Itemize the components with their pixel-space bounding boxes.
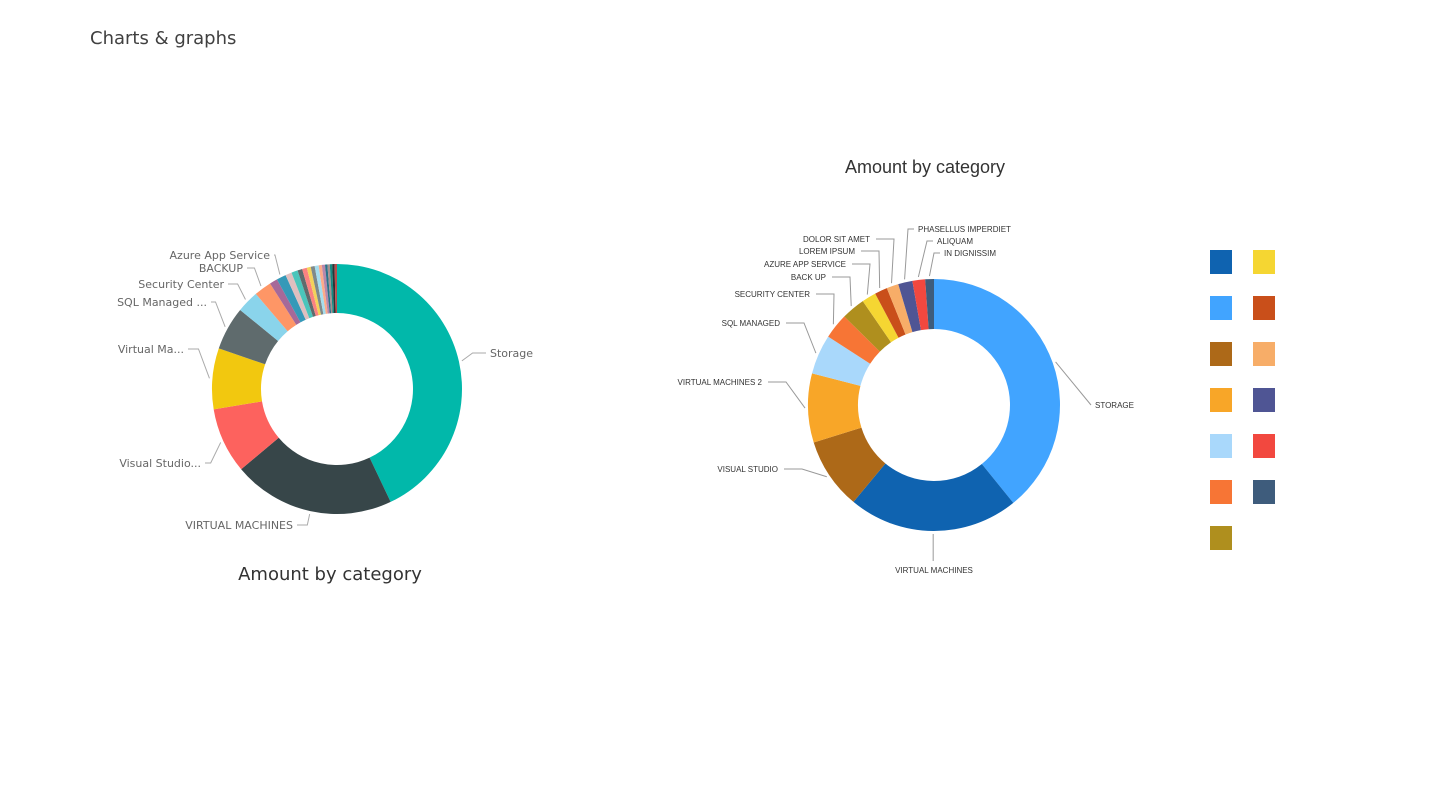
- left-leader-line: [274, 254, 281, 275]
- right-slice-label: IN DIGNISSIM: [944, 249, 996, 258]
- left-leader-line: [188, 348, 210, 379]
- left-slice-15[interactable]: [314, 265, 326, 315]
- right-leader-line: [784, 468, 827, 478]
- right-slice-label: SECURITY CENTER: [735, 290, 811, 299]
- right-slice-10[interactable]: [898, 280, 921, 333]
- right-leader-line: [917, 240, 933, 278]
- left-slice-0[interactable]: [337, 264, 462, 502]
- left-leader-line: [228, 283, 246, 300]
- right-leader-line: [768, 381, 806, 409]
- left-leader-line: [211, 301, 226, 327]
- left-slice-21[interactable]: [332, 264, 336, 314]
- left-chart-title: Amount by category: [238, 564, 422, 585]
- left-slice-label: Storage: [490, 347, 533, 360]
- right-slice-label: AZURE APP SERVICE: [764, 260, 846, 269]
- right-slice-label: VIRTUAL MACHINES 2: [678, 378, 763, 387]
- legend-swatch[interactable]: [1210, 480, 1232, 504]
- left-leader-line: [205, 442, 222, 464]
- right-legend: [1210, 250, 1275, 550]
- legend-swatch[interactable]: [1253, 480, 1275, 504]
- left-leader-line: [297, 513, 311, 526]
- right-slice-label: SQL MANAGED: [722, 319, 781, 328]
- left-slice-label: Azure App Service: [170, 249, 271, 262]
- left-slice-8[interactable]: [276, 275, 306, 323]
- right-slice-6[interactable]: [844, 301, 892, 352]
- right-chart-title: Amount by category: [844, 157, 1006, 177]
- legend-swatch[interactable]: [1253, 342, 1275, 366]
- right-slice-7[interactable]: [862, 293, 899, 343]
- left-slice-label: Virtual Ma...: [118, 343, 184, 356]
- right-slice-label: VISUAL STUDIO: [717, 465, 778, 474]
- right-slice-label: BACK UP: [791, 273, 826, 282]
- right-leader-line: [928, 252, 940, 277]
- left-slice-9[interactable]: [285, 272, 310, 320]
- right-slice-label: VIRTUAL MACHINES: [895, 566, 973, 575]
- left-slice-label: BACKUP: [199, 262, 244, 275]
- right-slice-11[interactable]: [912, 279, 929, 331]
- right-donut-labels: STORAGE VIRTUAL MACHINES VISUAL STUDIO VIRT…: [678, 225, 1134, 575]
- left-slice-17[interactable]: [321, 264, 330, 314]
- right-slice-label: ALIQUAM: [937, 237, 973, 246]
- right-slice-label: STORAGE: [1095, 401, 1134, 410]
- left-slice-5[interactable]: [240, 293, 288, 341]
- right-leader-line: [1055, 361, 1092, 406]
- left-slice-18[interactable]: [324, 264, 332, 314]
- right-slice-2[interactable]: [813, 427, 886, 502]
- left-slice-1[interactable]: [241, 437, 391, 514]
- right-slice-label: LOREM IPSUM: [799, 247, 855, 256]
- left-slice-20[interactable]: [329, 264, 335, 314]
- right-slice-4[interactable]: [812, 336, 871, 386]
- right-leader-line: [876, 238, 895, 284]
- right-slice-8[interactable]: [875, 288, 906, 338]
- left-donut-labels: Storage VIRTUAL MACHINES Visual Studio... V…: [117, 249, 533, 532]
- legend-swatch[interactable]: [1210, 388, 1232, 412]
- left-slice-2[interactable]: [213, 401, 279, 470]
- left-slice-11[interactable]: [297, 268, 316, 317]
- left-slice-13[interactable]: [306, 266, 322, 316]
- right-slice-label: DOLOR SIT AMET: [803, 235, 870, 244]
- left-donut-chart: [211, 264, 462, 514]
- right-slice-3[interactable]: [808, 373, 862, 443]
- left-slice-label: Security Center: [138, 278, 224, 291]
- right-slice-0[interactable]: [934, 279, 1060, 503]
- left-slice-7[interactable]: [270, 279, 301, 325]
- legend-swatch[interactable]: [1253, 388, 1275, 412]
- legend-swatch[interactable]: [1210, 434, 1232, 458]
- left-slice-4[interactable]: [218, 309, 279, 365]
- right-slice-5[interactable]: [828, 316, 880, 364]
- left-slice-3[interactable]: [211, 348, 266, 410]
- right-leader-line: [861, 250, 881, 289]
- right-slice-9[interactable]: [886, 284, 913, 335]
- right-leader-line: [852, 263, 871, 295]
- left-slice-16[interactable]: [318, 264, 328, 314]
- legend-swatch[interactable]: [1253, 296, 1275, 320]
- right-leader-line: [786, 322, 817, 354]
- legend-swatch[interactable]: [1210, 526, 1232, 550]
- left-slice-6[interactable]: [255, 283, 297, 332]
- page-heading: Charts & graphs: [90, 28, 237, 49]
- left-slice-label: Visual Studio...: [119, 457, 201, 470]
- left-slice-14[interactable]: [310, 266, 324, 315]
- legend-swatch[interactable]: [1210, 250, 1232, 274]
- right-slice-1[interactable]: [853, 463, 1014, 531]
- left-slice-label: SQL Managed ...: [117, 296, 207, 309]
- right-leader-line: [904, 228, 914, 280]
- left-slice-12[interactable]: [302, 267, 319, 317]
- legend-swatch[interactable]: [1210, 342, 1232, 366]
- right-donut-chart: [808, 279, 1060, 531]
- right-leader-line: [832, 276, 852, 307]
- left-leader-line: [461, 352, 486, 362]
- legend-swatch[interactable]: [1210, 296, 1232, 320]
- legend-swatch[interactable]: [1253, 250, 1275, 274]
- left-slice-label: VIRTUAL MACHINES: [185, 519, 293, 532]
- right-slice-label: PHASELLUS IMPERDIET: [918, 225, 1011, 234]
- left-slice-22[interactable]: [334, 264, 337, 314]
- right-slice-12[interactable]: [925, 279, 934, 330]
- right-leader-line: [816, 293, 835, 325]
- left-leader-line: [247, 267, 262, 287]
- left-slice-19[interactable]: [327, 264, 333, 314]
- left-slice-10[interactable]: [291, 270, 314, 319]
- legend-swatch[interactable]: [1253, 434, 1275, 458]
